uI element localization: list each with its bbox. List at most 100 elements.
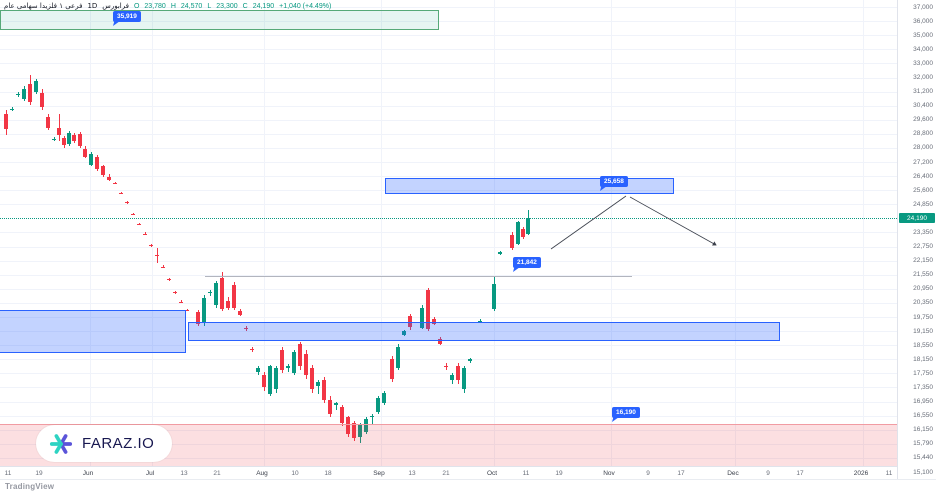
candle-down [328, 399, 332, 414]
h-gridline [0, 133, 897, 135]
h-gridline [0, 288, 897, 290]
candle-down [521, 229, 525, 238]
candle-down [131, 213, 135, 215]
price-tick-label: 29,600 [913, 116, 933, 124]
time-tick-label: 21 [442, 470, 450, 477]
price-tick-label: 15,100 [913, 468, 933, 476]
candle-up [468, 359, 472, 362]
time-axis[interactable]: 11 19 Jun Jul 13 21 Aug 10 18 Sep 13 21 Oct 11 19 Nov 9 1… [0, 466, 897, 480]
price-tick-label: 37,000 [913, 3, 933, 11]
time-tick-label: Oct [486, 470, 498, 477]
candle-up [52, 139, 56, 141]
price-tick-label: 17,350 [913, 383, 933, 391]
price-tick-label: 24,850 [913, 200, 933, 208]
symbol-header: فرعی ۱ فلزیدا سهامی عام 1D فرابورس O 23,… [4, 1, 331, 11]
candle-down [196, 312, 200, 324]
h-gridline [0, 246, 897, 248]
price-tick-label: 33,000 [913, 59, 933, 67]
candle-down [46, 117, 50, 128]
h-gridline [0, 162, 897, 163]
price-tick-label: 20,350 [913, 299, 933, 307]
demand-box-left[interactable] [0, 310, 186, 353]
tag-tail [600, 186, 607, 191]
candle-up [402, 331, 406, 335]
price-tag-25658[interactable]: 25,658 [600, 176, 628, 191]
tag-tail [113, 21, 120, 26]
candle-down [352, 422, 356, 438]
candle-down [438, 339, 442, 344]
bottom-bar: TradingView [0, 479, 936, 492]
candle-down [83, 148, 87, 157]
tag-tail [513, 267, 520, 272]
h-gridline [0, 387, 897, 389]
time-tick-label: 11 [522, 470, 530, 477]
candle-down [298, 344, 302, 367]
symbol-name[interactable]: فرعی ۱ فلزیدا سهامی عام [4, 2, 83, 10]
candle-down [113, 183, 117, 185]
price-axis[interactable]: 37,000 36,000 35,000 34,000 33,000 32,000 31,2… [897, 0, 936, 479]
ohlc-open-label: O [133, 2, 140, 10]
support-line[interactable] [205, 276, 632, 277]
candle-up [382, 392, 386, 404]
price-tag-25658-label: 25,658 [604, 178, 624, 185]
ohlc-high-label: H [170, 2, 176, 10]
candle-down [244, 327, 248, 329]
demand-band[interactable] [188, 322, 780, 341]
tradingview-attribution-link[interactable]: TradingView [5, 482, 55, 491]
supply-zone[interactable] [0, 10, 439, 30]
candle-down [250, 348, 254, 351]
symbol-timeframe[interactable]: 1D [87, 2, 98, 10]
candle-up [16, 94, 20, 96]
candle-down [179, 301, 183, 303]
candle-up [208, 292, 212, 294]
candle-down [28, 83, 32, 103]
candle-up [526, 218, 530, 234]
price-tick-label: 35,000 [913, 31, 933, 39]
h-gridline [0, 190, 897, 192]
candle-down [95, 156, 99, 169]
faraz-star-icon [49, 433, 73, 454]
candle-down [72, 134, 76, 141]
projection-arrows[interactable] [0, 0, 897, 466]
time-tick-label: 13 [180, 470, 188, 477]
h-gridline [0, 147, 897, 149]
h-gridline [0, 345, 897, 347]
h-gridline [0, 91, 897, 93]
candle-wick-up [335, 401, 337, 411]
candle-up [22, 88, 26, 99]
candle-up [89, 154, 93, 166]
current-price-axis-tag: 24,190 [899, 213, 935, 224]
candle-wick-up [53, 137, 55, 141]
candle-up [256, 368, 260, 372]
price-tag-16190[interactable]: 16,190 [612, 407, 640, 422]
h-gridline [0, 35, 897, 37]
candle-up [268, 366, 272, 395]
time-tick-label: 17 [796, 470, 804, 477]
h-gridline [0, 260, 897, 262]
h-gridline [0, 176, 897, 178]
time-tick-label: 19 [555, 470, 563, 477]
tag-tail [612, 417, 619, 422]
ohlc-low-label: L [207, 2, 212, 10]
h-gridline [0, 77, 897, 79]
price-tick-label: 26,400 [913, 172, 933, 180]
ohlc-close-label: C [242, 2, 248, 10]
price-tag-35919[interactable]: 35,919 [113, 11, 141, 26]
candle-up [334, 403, 338, 406]
candle-down [57, 127, 61, 136]
candle-down [426, 290, 430, 329]
candle-up [462, 368, 466, 390]
chart-pane[interactable]: 35,919 25,658 21,842 16,190 [0, 0, 897, 466]
v-gridline [381, 0, 382, 466]
candle-down [78, 133, 82, 147]
price-tick-label: 25,600 [913, 186, 933, 194]
h-gridline [0, 359, 897, 361]
candle-up [364, 419, 368, 432]
candle-up [292, 352, 296, 374]
candle-down [220, 278, 224, 309]
candle-down [62, 138, 66, 146]
candle-down [262, 375, 266, 388]
h-gridline [0, 7, 897, 8]
price-tag-21842[interactable]: 21,842 [513, 257, 541, 272]
candle-down [238, 311, 242, 315]
